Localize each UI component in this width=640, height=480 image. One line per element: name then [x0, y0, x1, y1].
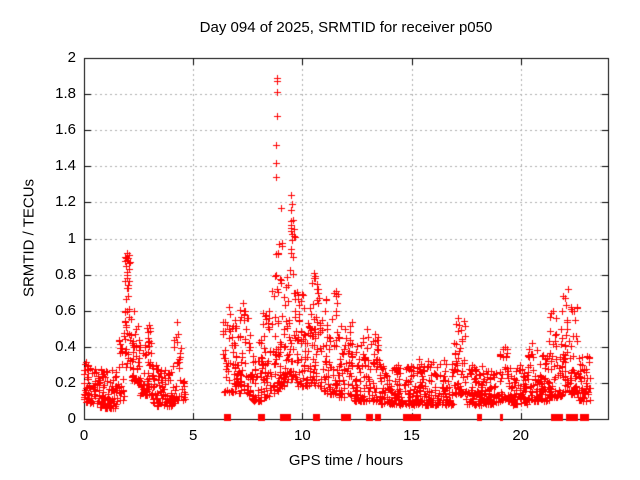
y-tick-label: 1.2 [55, 193, 76, 211]
y-tick-label: 0.2 [55, 373, 76, 391]
y-tick-label: 0.8 [55, 265, 76, 283]
x-tick-label: 5 [188, 427, 198, 444]
y-tick-label: 0.4 [55, 337, 76, 355]
x-tick-label: 10 [293, 427, 311, 444]
y-tick-label: 1.4 [55, 157, 76, 175]
x-tick-label: 0 [79, 427, 89, 444]
x-tick-label: 15 [403, 427, 420, 444]
y-tick-label: 1.6 [55, 121, 76, 139]
x-tick-label: 20 [512, 427, 529, 444]
chart-title: Day 094 of 2025, SRMTID for receiver p05… [199, 19, 493, 36]
y-tick-label: 0.6 [55, 301, 76, 319]
y-tick-label: 1.8 [55, 85, 76, 103]
x-axis-label: GPS time / hours [288, 452, 404, 469]
y-tick-label: 1 [67, 229, 76, 247]
y-tick-label: 0 [67, 410, 76, 427]
y-tick-label: 2 [67, 49, 76, 66]
